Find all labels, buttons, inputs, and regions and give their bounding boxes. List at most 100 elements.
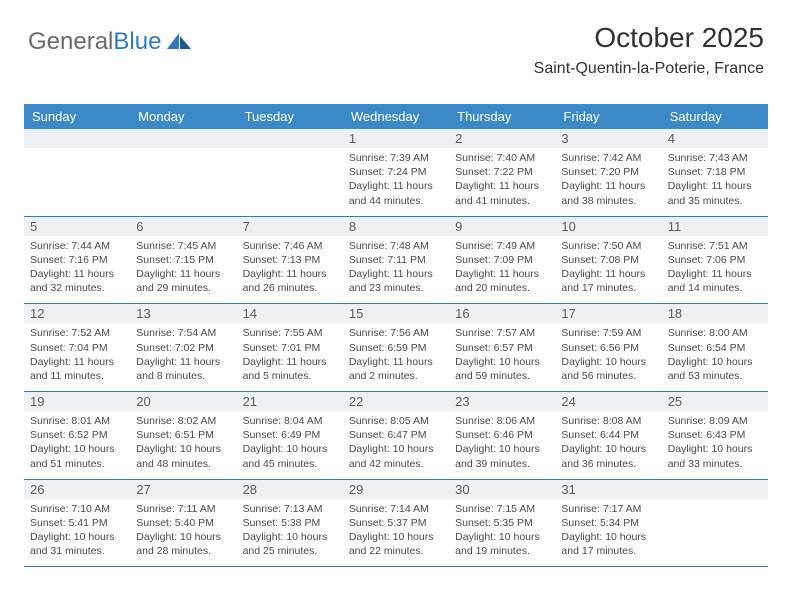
day-number: 30 [449, 480, 555, 499]
sunset-text: Sunset: 7:04 PM [30, 341, 124, 355]
sunrise-text: Sunrise: 7:40 AM [455, 151, 549, 165]
sunrise-text: Sunrise: 7:57 AM [455, 326, 549, 340]
day-cell: 13Sunrise: 7:54 AMSunset: 7:02 PMDayligh… [130, 304, 236, 391]
sunrise-text: Sunrise: 7:45 AM [136, 239, 230, 253]
day-cell: 21Sunrise: 8:04 AMSunset: 6:49 PMDayligh… [237, 392, 343, 479]
sunrise-text: Sunrise: 7:52 AM [30, 326, 124, 340]
sunrise-text: Sunrise: 7:46 AM [243, 239, 337, 253]
day-number: 5 [24, 217, 130, 236]
daylight-text: Daylight: 11 hours and 26 minutes. [243, 267, 337, 295]
sunrise-text: Sunrise: 7:11 AM [136, 502, 230, 516]
sunrise-text: Sunrise: 8:05 AM [349, 414, 443, 428]
day-number: 4 [662, 129, 768, 148]
day-cell: 9Sunrise: 7:49 AMSunset: 7:09 PMDaylight… [449, 217, 555, 304]
sunrise-text: Sunrise: 7:49 AM [455, 239, 549, 253]
sunrise-text: Sunrise: 8:08 AM [561, 414, 655, 428]
day-number: 10 [555, 217, 661, 236]
sunrise-text: Sunrise: 7:14 AM [349, 502, 443, 516]
page-subtitle: Saint-Quentin-la-Poterie, France [534, 60, 764, 78]
header-right: October 2025 Saint-Quentin-la-Poterie, F… [534, 22, 764, 78]
logo-sail-icon [165, 31, 193, 53]
day-number: 12 [24, 304, 130, 323]
day-number: 28 [237, 480, 343, 499]
daylight-text: Daylight: 11 hours and 23 minutes. [349, 267, 443, 295]
daylight-text: Daylight: 10 hours and 42 minutes. [349, 442, 443, 470]
day-header-tue: Tuesday [237, 104, 343, 129]
sunrise-text: Sunrise: 8:02 AM [136, 414, 230, 428]
day-number: 18 [662, 304, 768, 323]
day-cell: 11Sunrise: 7:51 AMSunset: 7:06 PMDayligh… [662, 217, 768, 304]
day-info: Sunrise: 7:40 AMSunset: 7:22 PMDaylight:… [455, 151, 549, 208]
day-number: 26 [24, 480, 130, 499]
sunset-text: Sunset: 6:44 PM [561, 428, 655, 442]
day-cell [24, 129, 130, 216]
sunset-text: Sunset: 7:09 PM [455, 253, 549, 267]
daylight-text: Daylight: 11 hours and 35 minutes. [668, 179, 762, 207]
sunrise-text: Sunrise: 8:01 AM [30, 414, 124, 428]
daylight-text: Daylight: 10 hours and 39 minutes. [455, 442, 549, 470]
day-info: Sunrise: 7:39 AMSunset: 7:24 PMDaylight:… [349, 151, 443, 208]
day-cell: 10 Sunrise: 7:50 AMSunset: 7:08 PMDayligh… [555, 217, 661, 304]
day-cell: 29Sunrise: 7:14 AMSunset: 5:37 PMDayligh… [343, 480, 449, 567]
daylight-text: Daylight: 11 hours and 32 minutes. [30, 267, 124, 295]
sunrise-text: Sunrise: 7:55 AM [243, 326, 337, 340]
day-cell [662, 480, 768, 567]
day-number: 25 [662, 392, 768, 411]
week-row: 12Sunrise: 7:52 AMSunset: 7:04 PMDayligh… [24, 304, 768, 392]
day-cell: 3Sunrise: 7:42 AMSunset: 7:20 PMDaylight… [555, 129, 661, 216]
sunrise-text: Sunrise: 7:54 AM [136, 326, 230, 340]
day-number: 20 [130, 392, 236, 411]
day-info: Sunrise: 8:09 AMSunset: 6:43 PMDaylight:… [668, 414, 762, 471]
day-cell: 22Sunrise: 8:05 AMSunset: 6:47 PMDayligh… [343, 392, 449, 479]
day-number: 6 [130, 217, 236, 236]
day-info: Sunrise: 7:52 AMSunset: 7:04 PMDaylight:… [30, 326, 124, 383]
day-cell: 23Sunrise: 8:06 AMSunset: 6:46 PMDayligh… [449, 392, 555, 479]
logo: GeneralBlue [28, 28, 193, 56]
daylight-text: Daylight: 10 hours and 53 minutes. [668, 355, 762, 383]
sunrise-text: Sunrise: 7:17 AM [561, 502, 655, 516]
day-info: Sunrise: 7:54 AMSunset: 7:02 PMDaylight:… [136, 326, 230, 383]
week-row: 26 Sunrise: 7:10 AMSunset: 5:41 PMDayligh… [24, 480, 768, 568]
day-info: Sunrise: 7:10 AMSunset: 5:41 PMDaylight:… [30, 502, 124, 559]
page-title: October 2025 [534, 22, 764, 54]
day-info: Sunrise: 7:14 AMSunset: 5:37 PMDaylight:… [349, 502, 443, 559]
sunset-text: Sunset: 7:20 PM [561, 165, 655, 179]
day-header-mon: Monday [130, 104, 236, 129]
sunset-text: Sunset: 7:06 PM [668, 253, 762, 267]
sunrise-text: Sunrise: 7:48 AM [349, 239, 443, 253]
daylight-text: Daylight: 10 hours and 22 minutes. [349, 530, 443, 558]
sunrise-text: Sunrise: 8:00 AM [668, 326, 762, 340]
day-number [24, 129, 130, 148]
day-info: Sunrise: 7:50 AMSunset: 7:08 PMDaylight:… [561, 239, 655, 296]
day-number: 15 [343, 304, 449, 323]
day-number [662, 480, 768, 499]
daylight-text: Daylight: 11 hours and 41 minutes. [455, 179, 549, 207]
sunrise-text: Sunrise: 7:10 AM [30, 502, 124, 516]
day-cell: 16Sunrise: 7:57 AMSunset: 6:57 PMDayligh… [449, 304, 555, 391]
day-number: 9 [449, 217, 555, 236]
sunset-text: Sunset: 7:08 PM [561, 253, 655, 267]
sunrise-text: Sunrise: 7:42 AM [561, 151, 655, 165]
day-cell: 24Sunrise: 8:08 AMSunset: 6:44 PMDayligh… [555, 392, 661, 479]
logo-text-general: General [28, 28, 113, 56]
daylight-text: Daylight: 10 hours and 28 minutes. [136, 530, 230, 558]
day-info: Sunrise: 7:46 AMSunset: 7:13 PMDaylight:… [243, 239, 337, 296]
daylight-text: Daylight: 10 hours and 19 minutes. [455, 530, 549, 558]
day-cell: 20Sunrise: 8:02 AMSunset: 6:51 PMDayligh… [130, 392, 236, 479]
calendar: Sunday Monday Tuesday Wednesday Thursday… [24, 104, 768, 567]
sunrise-text: Sunrise: 7:50 AM [561, 239, 655, 253]
day-header-wed: Wednesday [343, 104, 449, 129]
day-cell: 17Sunrise: 7:59 AMSunset: 6:56 PMDayligh… [555, 304, 661, 391]
day-header-thu: Thursday [449, 104, 555, 129]
sunset-text: Sunset: 5:40 PM [136, 516, 230, 530]
sunset-text: Sunset: 6:56 PM [561, 341, 655, 355]
day-info: Sunrise: 7:11 AMSunset: 5:40 PMDaylight:… [136, 502, 230, 559]
sunset-text: Sunset: 6:59 PM [349, 341, 443, 355]
daylight-text: Daylight: 11 hours and 38 minutes. [561, 179, 655, 207]
day-cell: 28Sunrise: 7:13 AMSunset: 5:38 PMDayligh… [237, 480, 343, 567]
day-number: 1 [343, 129, 449, 148]
daylight-text: Daylight: 11 hours and 2 minutes. [349, 355, 443, 383]
daylight-text: Daylight: 11 hours and 14 minutes. [668, 267, 762, 295]
daylight-text: Daylight: 11 hours and 8 minutes. [136, 355, 230, 383]
day-number: 11 [662, 217, 768, 236]
